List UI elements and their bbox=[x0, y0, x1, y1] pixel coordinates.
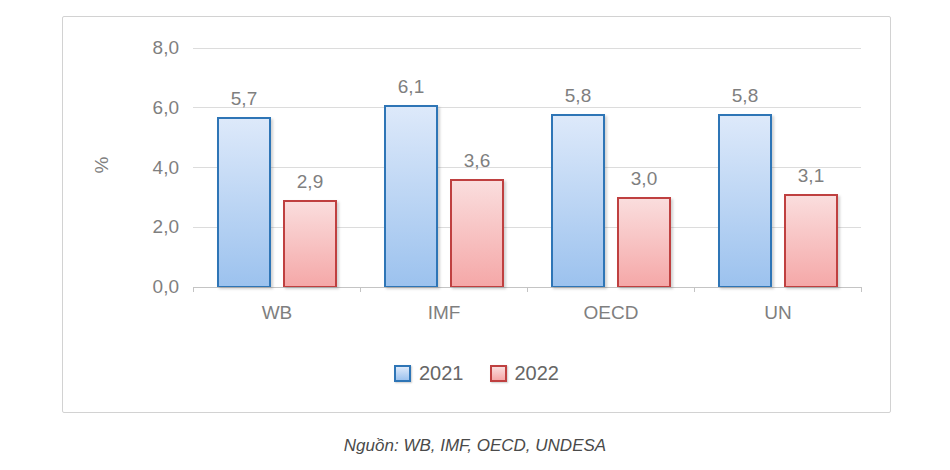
category-label-OECD: OECD bbox=[541, 302, 681, 324]
chart-panel: % 0,0 2,0 4,0 6,0 8,0 5,7 2,9 WB 6,1 3,6 IMF 5,8 3,0… bbox=[62, 16, 891, 413]
growth-forecast-figure: % 0,0 2,0 4,0 6,0 8,0 5,7 2,9 WB 6,1 3,6 IMF 5,8 3,0… bbox=[0, 0, 950, 470]
bar-value-label-2021-WB: 5,7 bbox=[204, 89, 284, 109]
category-label-WB: WB bbox=[207, 302, 347, 324]
bar-2021-OECD bbox=[551, 114, 605, 287]
plot-area: 0,02,04,06,08,05,72,9WB6,13,6IMF5,83,0OE… bbox=[193, 48, 861, 287]
bar-value-label-2021-IMF: 6,1 bbox=[371, 77, 451, 97]
x-axis-tick bbox=[694, 287, 695, 292]
bar-2021-UN bbox=[718, 114, 772, 287]
category-label-IMF: IMF bbox=[374, 302, 514, 324]
legend-marker-2022-icon bbox=[490, 365, 507, 382]
legend-item-2021: 2021 bbox=[394, 362, 464, 385]
bar-2022-IMF bbox=[450, 179, 504, 287]
legend-label-2021: 2021 bbox=[419, 362, 464, 385]
legend-label-2022: 2022 bbox=[515, 362, 560, 385]
bar-value-label-2022-WB: 2,9 bbox=[270, 172, 350, 192]
bar-2022-UN bbox=[784, 194, 838, 287]
x-axis-tick bbox=[861, 287, 862, 292]
x-axis-tick bbox=[193, 287, 194, 292]
y-tick-label: 8,0 bbox=[119, 37, 179, 59]
source-caption: Nguồn: WB, IMF, OECD, UNDESA bbox=[0, 436, 950, 456]
legend-item-2022: 2022 bbox=[490, 362, 560, 385]
bar-value-label-2021-UN: 5,8 bbox=[705, 86, 785, 106]
y-tick-label: 2,0 bbox=[119, 216, 179, 238]
y-tick-label: 0,0 bbox=[119, 276, 179, 298]
category-label-UN: UN bbox=[708, 302, 848, 324]
bar-value-label-2021-OECD: 5,8 bbox=[538, 86, 618, 106]
x-axis-tick bbox=[360, 287, 361, 292]
bar-2021-WB bbox=[217, 117, 271, 287]
bar-2022-WB bbox=[283, 200, 337, 287]
legend: 2021 2022 bbox=[63, 362, 890, 385]
y-tick-label: 6,0 bbox=[119, 97, 179, 119]
gridline-6,0 bbox=[193, 107, 861, 108]
bar-value-label-2022-OECD: 3,0 bbox=[604, 169, 684, 189]
bar-2022-OECD bbox=[617, 197, 671, 287]
bar-value-label-2022-UN: 3,1 bbox=[771, 166, 851, 186]
bar-value-label-2022-IMF: 3,6 bbox=[437, 151, 517, 171]
y-axis-title: % bbox=[91, 153, 115, 177]
gridline-8,0 bbox=[193, 48, 861, 49]
x-axis-tick bbox=[527, 287, 528, 292]
legend-marker-2021-icon bbox=[394, 365, 411, 382]
bar-2021-IMF bbox=[384, 105, 438, 287]
y-tick-label: 4,0 bbox=[119, 157, 179, 179]
